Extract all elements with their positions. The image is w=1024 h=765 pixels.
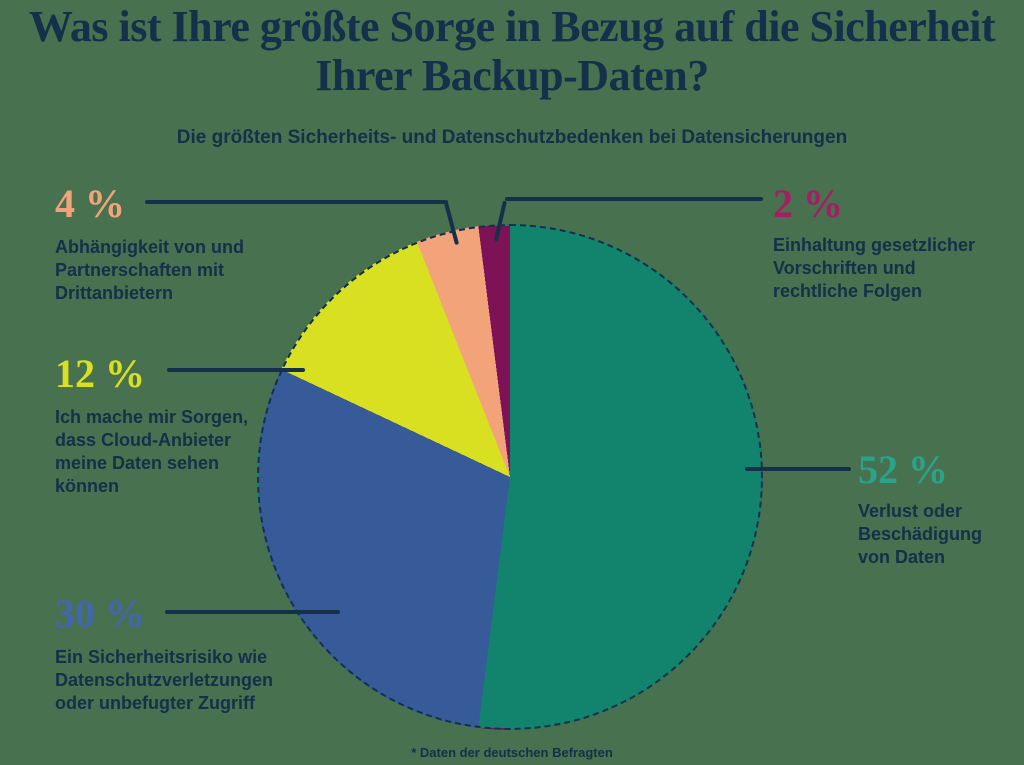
callout-label-legal: Einhaltung gesetzlicher Vorschriften und… [773,235,976,301]
percent-label-legal: 2 % [773,181,843,226]
percent-label-risk: 30 % [55,591,145,636]
percent-label-thirdparty: 4 % [55,181,125,226]
footnote: * Daten der deutschen Befragten [411,745,613,760]
callout-line-loss [745,467,851,471]
percent-label-loss: 52 % [858,447,948,492]
chart-subtitle: Die größten Sicherheits- und Datenschutz… [176,127,848,148]
page-title: Was ist Ihre größte Sorge in Bezug auf d… [28,2,996,100]
callout-line-cloud [167,368,305,372]
callout-label-thirdparty: Abhängigkeit von und Partnerschaften mit… [55,237,244,303]
callout-line-risk [165,610,340,614]
callout-label-cloud: Ich mache mir Sorgen, dass Cloud-Anbiete… [55,407,249,496]
callout-label-risk: Ein Sicherheitsrisiko wie Datenschutzver… [55,647,274,713]
percent-label-cloud: 12 % [55,351,145,396]
pie-chart [257,224,763,730]
callout-label-loss: Verlust oder Beschädigung von Daten [858,501,983,567]
callout-line-thirdparty [145,200,448,204]
callout-line-legal [505,197,763,201]
